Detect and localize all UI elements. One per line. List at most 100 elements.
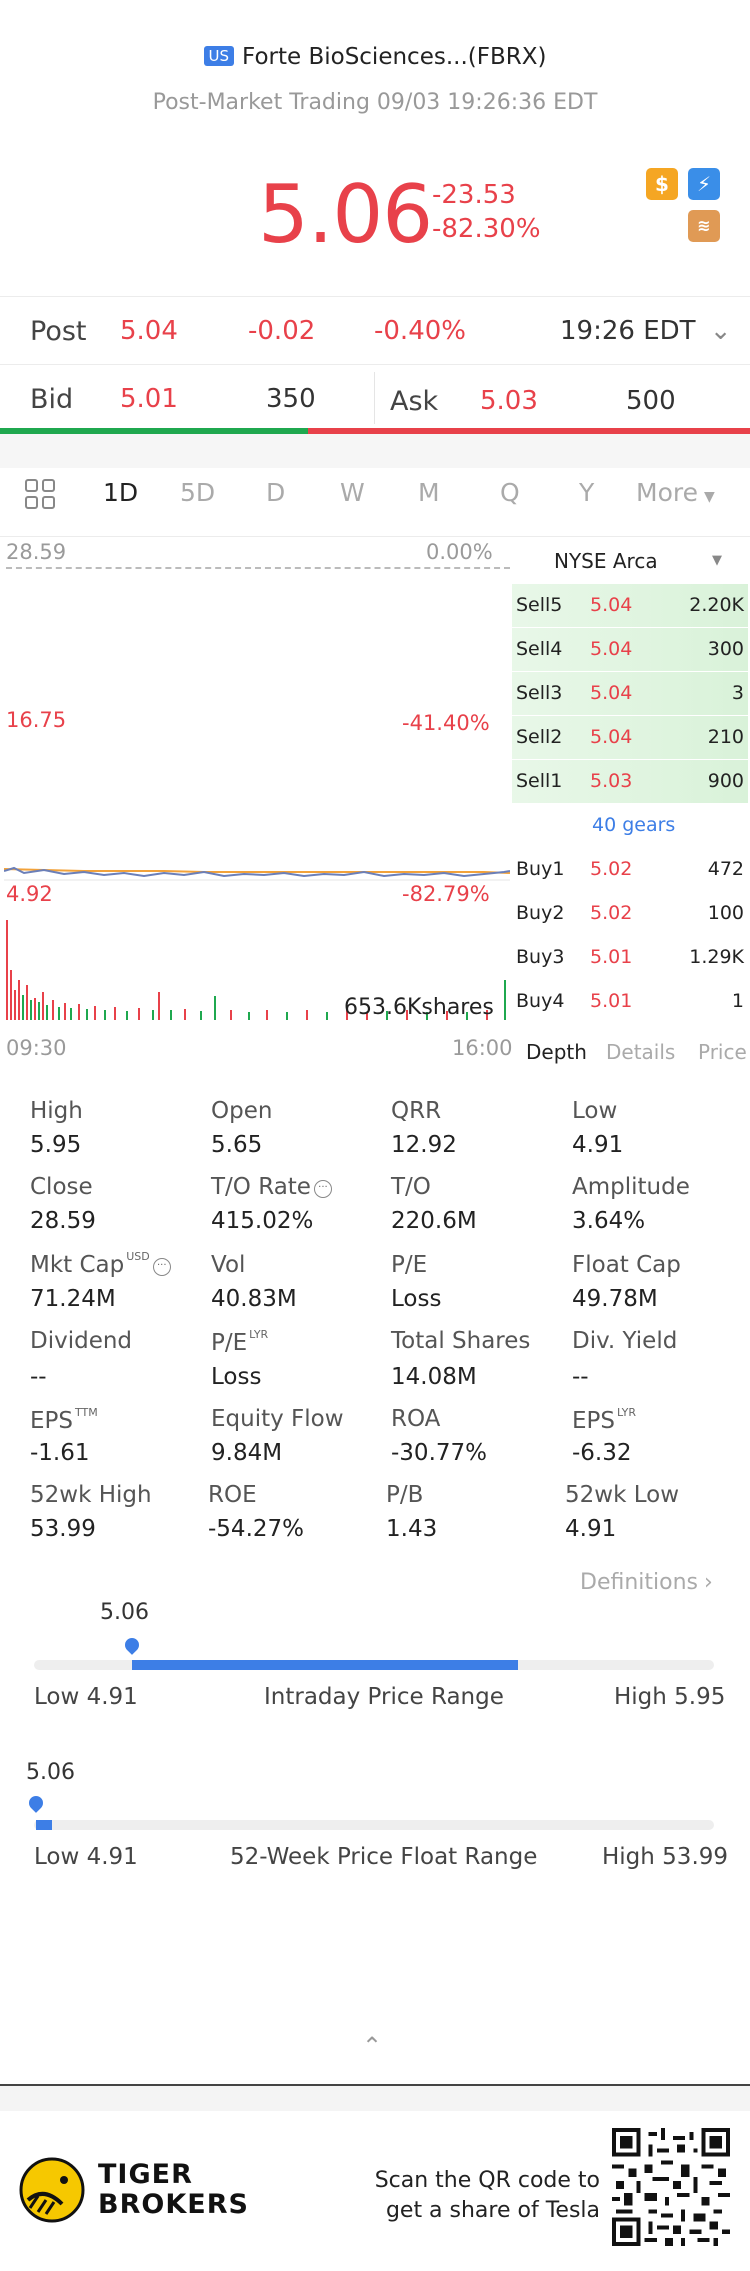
stat-label-pe-lyr: P/E LYR bbox=[211, 1328, 268, 1356]
divider bbox=[0, 2084, 750, 2086]
pe-lyr-text: P/E bbox=[211, 1330, 248, 1356]
stat-value-total-shares: 14.08M bbox=[391, 1364, 477, 1390]
tab-5d[interactable]: 5D bbox=[180, 478, 216, 507]
stat-label-eps-lyr: EPS LYR bbox=[572, 1406, 636, 1434]
tab-more-label: More bbox=[636, 478, 698, 507]
qr-code-icon[interactable] bbox=[612, 2128, 730, 2246]
definitions-text: Definitions bbox=[580, 1570, 698, 1595]
stat-label-volume: Vol bbox=[211, 1252, 246, 1278]
sell-level-price: 5.04 bbox=[590, 726, 633, 748]
lyr-superscript: LYR bbox=[249, 1328, 269, 1341]
exchange-select[interactable]: NYSE Arca bbox=[554, 549, 658, 573]
chevron-up-icon[interactable]: ⌃ bbox=[362, 2032, 383, 2060]
stat-label-low: Low bbox=[572, 1098, 618, 1124]
stat-label-turnover-rate[interactable]: T/O Rate ··· bbox=[211, 1174, 332, 1200]
brand-line-1: TIGER bbox=[98, 2159, 193, 2190]
tab-depth[interactable]: Depth bbox=[526, 1040, 587, 1064]
stat-value-volume: 40.83M bbox=[211, 1286, 297, 1312]
stat-label-close: Close bbox=[30, 1174, 93, 1200]
sell-level-size: 900 bbox=[707, 770, 744, 792]
tab-d[interactable]: D bbox=[266, 478, 286, 507]
gears-link[interactable]: 40 gears bbox=[592, 814, 676, 836]
exchange-name: NYSE Arca bbox=[554, 549, 658, 573]
post-price: 5.04 bbox=[120, 316, 178, 346]
price-change: -23.53 bbox=[432, 180, 516, 210]
average-line bbox=[4, 868, 510, 874]
buy-level-label: Buy3 bbox=[516, 946, 565, 968]
week52-range-title: 52-Week Price Float Range bbox=[230, 1844, 538, 1870]
stat-label-open: Open bbox=[211, 1098, 273, 1124]
intraday-low-label: Low 4.91 bbox=[34, 1684, 138, 1710]
market-cap-text: Mkt Cap bbox=[30, 1252, 125, 1278]
bid-label: Bid bbox=[30, 384, 74, 415]
intraday-high-label: High 5.95 bbox=[614, 1684, 726, 1710]
brand-line-2: BROKERS bbox=[98, 2189, 249, 2220]
stat-label-amplitude: Amplitude bbox=[572, 1174, 690, 1200]
axis-low-price: 4.92 bbox=[6, 882, 53, 906]
stat-label-52wk-low: 52wk Low bbox=[565, 1482, 680, 1508]
chevron-down-icon: ⌄ bbox=[709, 316, 732, 346]
tab-price[interactable]: Price bbox=[698, 1040, 747, 1064]
stat-value-close: 28.59 bbox=[30, 1208, 96, 1234]
divider bbox=[0, 296, 750, 297]
axis-top-price: 28.59 bbox=[6, 540, 67, 564]
tab-more[interactable]: More ▼ bbox=[636, 478, 715, 507]
definitions-link[interactable]: Definitions › bbox=[580, 1570, 713, 1595]
sell-level-size: 210 bbox=[707, 726, 744, 748]
buy-level-price: 5.02 bbox=[590, 858, 633, 880]
market-badge: US bbox=[203, 46, 235, 66]
stat-value-turnover-rate: 415.02% bbox=[211, 1208, 314, 1234]
buy-level-size: 1 bbox=[731, 990, 744, 1012]
dollar-icon[interactable]: $ bbox=[646, 168, 678, 200]
volume-bars bbox=[6, 920, 506, 1020]
stat-value-equity-flow: 9.84M bbox=[211, 1440, 283, 1466]
stat-value-qrr: 12.92 bbox=[391, 1132, 457, 1158]
sell-depth-bar bbox=[512, 760, 748, 803]
buy-level-price: 5.01 bbox=[590, 990, 633, 1012]
stat-label-52wk-high: 52wk High bbox=[30, 1482, 152, 1508]
stat-label-div-yield: Div. Yield bbox=[572, 1328, 678, 1354]
layers-icon[interactable]: ≋ bbox=[688, 210, 720, 242]
tab-y[interactable]: Y bbox=[579, 478, 595, 507]
chevron-right-icon: › bbox=[704, 1570, 713, 1595]
tab-1d[interactable]: 1D bbox=[103, 478, 139, 507]
stat-value-market-cap: 71.24M bbox=[30, 1286, 116, 1312]
sell-level-price: 5.04 bbox=[590, 638, 633, 660]
tab-w[interactable]: W bbox=[340, 478, 365, 507]
currency-superscript: USD bbox=[126, 1250, 150, 1263]
intraday-chart[interactable] bbox=[4, 860, 510, 1020]
caret-down-icon[interactable]: ▼ bbox=[712, 553, 722, 568]
post-time-select[interactable]: 19:26 EDT ⌄ bbox=[560, 316, 732, 346]
last-price: 5.06 bbox=[258, 168, 433, 261]
intraday-range-fill bbox=[132, 1660, 519, 1670]
divider bbox=[0, 364, 750, 365]
tiger-logo-icon bbox=[19, 2157, 85, 2223]
more-info-icon[interactable]: ··· bbox=[313, 1180, 332, 1198]
tab-q[interactable]: Q bbox=[500, 478, 520, 507]
stat-value-turnover: 220.6M bbox=[391, 1208, 477, 1234]
stat-value-amplitude: 3.64% bbox=[572, 1208, 646, 1234]
stat-value-float-cap: 49.78M bbox=[572, 1286, 658, 1312]
sell-level-price: 5.03 bbox=[590, 770, 633, 792]
stat-value-eps-lyr: -6.32 bbox=[572, 1440, 632, 1466]
stat-label-market-cap[interactable]: Mkt Cap USD··· bbox=[30, 1250, 171, 1278]
sell-depth-bar bbox=[512, 672, 748, 715]
stat-label-float-cap: Float Cap bbox=[572, 1252, 681, 1278]
bid-size: 350 bbox=[266, 384, 316, 414]
week52-high-label: High 53.99 bbox=[602, 1844, 729, 1870]
sell-level-size: 3 bbox=[731, 682, 744, 704]
intraday-range-track bbox=[34, 1660, 714, 1670]
more-info-icon[interactable]: ··· bbox=[152, 1258, 171, 1276]
week52-range-track bbox=[34, 1820, 714, 1830]
stat-value-roe: -54.27% bbox=[208, 1516, 304, 1542]
tab-details[interactable]: Details bbox=[606, 1040, 676, 1064]
sell-level-price: 5.04 bbox=[590, 682, 633, 704]
sell-level-size: 2.20K bbox=[689, 594, 744, 616]
sell-level-label: Sell3 bbox=[516, 682, 563, 704]
grid-icon[interactable] bbox=[24, 478, 56, 514]
post-change: -0.02 bbox=[248, 316, 316, 346]
lightning-icon[interactable]: ⚡ bbox=[688, 168, 720, 200]
axis-time-start: 09:30 bbox=[6, 1036, 67, 1060]
tab-m[interactable]: M bbox=[418, 478, 440, 507]
post-label: Post bbox=[30, 316, 87, 347]
